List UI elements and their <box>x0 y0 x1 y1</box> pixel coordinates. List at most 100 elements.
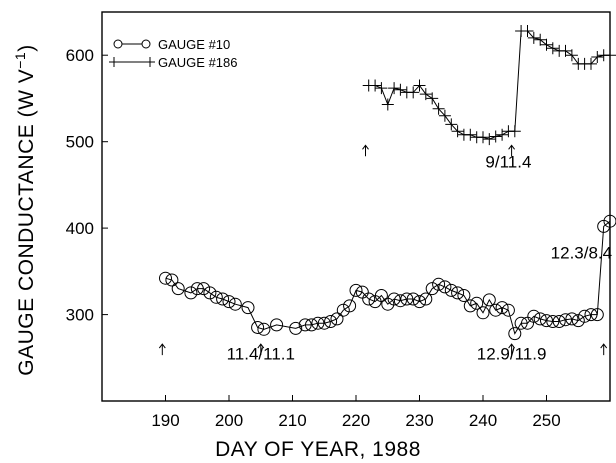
annotation-label: 12.3/8.4 <box>551 243 612 262</box>
y-axis-label-close: ) <box>15 44 38 52</box>
data-point-plus <box>559 44 572 57</box>
data-point-circle <box>482 293 496 307</box>
data-point-circle <box>527 309 541 323</box>
data-point-circle <box>257 322 271 336</box>
data-point-plus <box>546 42 559 55</box>
data-point-circle <box>216 292 230 306</box>
data-point-circle <box>159 271 172 285</box>
data-point-circle <box>184 286 198 300</box>
arrow-marker <box>362 144 369 157</box>
data-point-plus <box>477 131 489 144</box>
arrow-marker <box>257 343 265 356</box>
data-point-circle <box>336 303 350 317</box>
annotation-label: 12.9/11.9 <box>477 345 547 364</box>
data-point-circle <box>165 273 179 287</box>
data-point-circle <box>432 277 446 291</box>
arrow-marker <box>508 144 515 157</box>
x-tick-label: 250 <box>532 411 560 430</box>
x-tick-label: 220 <box>342 411 370 430</box>
y-tick-label: 300 <box>66 306 94 325</box>
data-point-circle <box>317 316 331 330</box>
data-point-circle <box>400 292 414 306</box>
data-point-plus <box>438 109 451 122</box>
y-axis-label-superscript: −1 <box>12 52 28 69</box>
data-point-circle <box>489 303 503 317</box>
y-axis-label-main: GAUGE CONDUCTANCE (W V <box>15 69 38 376</box>
data-point-circle <box>425 282 439 296</box>
data-point-circle <box>470 296 484 310</box>
x-tick-label: 240 <box>469 411 497 430</box>
data-point-circle <box>540 314 553 328</box>
annotation-layer: 11.4/11.1 9/11.4 12.9/11.9 12.3/8.4 <box>158 144 612 364</box>
series-gauge-10 <box>159 214 616 341</box>
data-point-circle <box>419 292 433 306</box>
x-tick-label: 230 <box>405 411 433 430</box>
x-axis-label: DAY OF YEAR, 1988 <box>215 438 421 461</box>
data-point-circle <box>552 315 566 328</box>
data-point-circle <box>203 286 217 300</box>
data-point-circle <box>559 313 572 327</box>
data-point-circle <box>228 297 242 311</box>
legend: GAUGE #10 GAUGE #186 <box>109 37 238 70</box>
x-axis-ticks: 190 200 210 220 230 240 250 <box>151 395 561 430</box>
data-point-circle <box>457 289 471 302</box>
data-point-circle <box>501 303 515 317</box>
legend-circle-marker <box>113 39 123 49</box>
data-point-plus <box>496 128 509 141</box>
y-axis-ticks: 300 400 500 600 <box>66 46 108 325</box>
y-axis-label: GAUGE CONDUCTANCE (W V−1) <box>12 44 38 375</box>
data-point-plus <box>489 130 502 143</box>
data-point-circle <box>451 286 465 300</box>
legend-circle-marker <box>141 39 151 49</box>
data-point-circle <box>495 301 509 315</box>
data-point-circle <box>374 289 388 302</box>
data-point-plus <box>540 38 553 51</box>
data-point-plus <box>394 83 407 96</box>
data-point-circle <box>533 312 547 326</box>
data-point-circle <box>241 301 255 315</box>
legend-item-gauge-186: GAUGE #186 <box>109 55 238 70</box>
arrow-marker <box>600 343 608 356</box>
data-point-circle <box>444 283 458 297</box>
data-point-plus <box>445 118 458 131</box>
data-point-circle <box>413 295 426 309</box>
y-tick-label: 400 <box>66 219 94 238</box>
data-point-plus <box>381 98 394 111</box>
data-point-plus <box>432 102 445 115</box>
data-point-plus <box>591 51 604 63</box>
data-point-circle <box>349 283 363 297</box>
data-point-plus <box>407 86 420 99</box>
data-point-plus <box>604 49 616 62</box>
x-tick-label: 210 <box>278 411 306 430</box>
data-point-circle <box>251 321 265 334</box>
data-point-plus <box>426 92 439 105</box>
data-point-circle <box>578 309 592 323</box>
series-layer <box>159 25 616 341</box>
data-point-circle <box>311 316 325 330</box>
data-point-plus <box>521 25 534 37</box>
data-point-circle <box>171 282 185 296</box>
data-point-plus <box>565 49 578 62</box>
data-point-circle <box>584 308 598 322</box>
data-point-circle <box>438 280 452 294</box>
data-point-plus <box>534 33 547 46</box>
series-gauge-186 <box>362 25 616 146</box>
data-point-plus <box>464 128 477 141</box>
data-point-plus <box>413 79 426 92</box>
plot-frame <box>101 11 611 402</box>
legend-plus-marker <box>109 57 119 67</box>
data-point-circle <box>406 292 420 306</box>
x-tick-label: 190 <box>151 411 179 430</box>
data-point-circle <box>603 214 616 228</box>
data-point-circle <box>330 312 344 326</box>
legend-label-gauge-186: GAUGE #186 <box>158 55 238 70</box>
series-line <box>368 30 610 140</box>
data-point-circle <box>190 282 204 296</box>
annotation-label: 9/11.4 <box>485 153 531 172</box>
legend-plus-marker <box>145 57 155 67</box>
data-point-circle <box>298 318 312 332</box>
data-point-circle <box>565 312 579 326</box>
annotation-label: 11.4/11.1 <box>227 345 295 364</box>
data-point-plus <box>527 31 540 44</box>
